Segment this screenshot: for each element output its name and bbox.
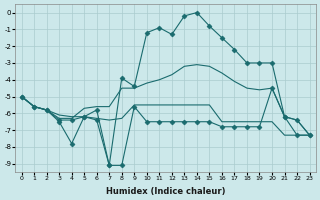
X-axis label: Humidex (Indice chaleur): Humidex (Indice chaleur) xyxy=(106,187,225,196)
